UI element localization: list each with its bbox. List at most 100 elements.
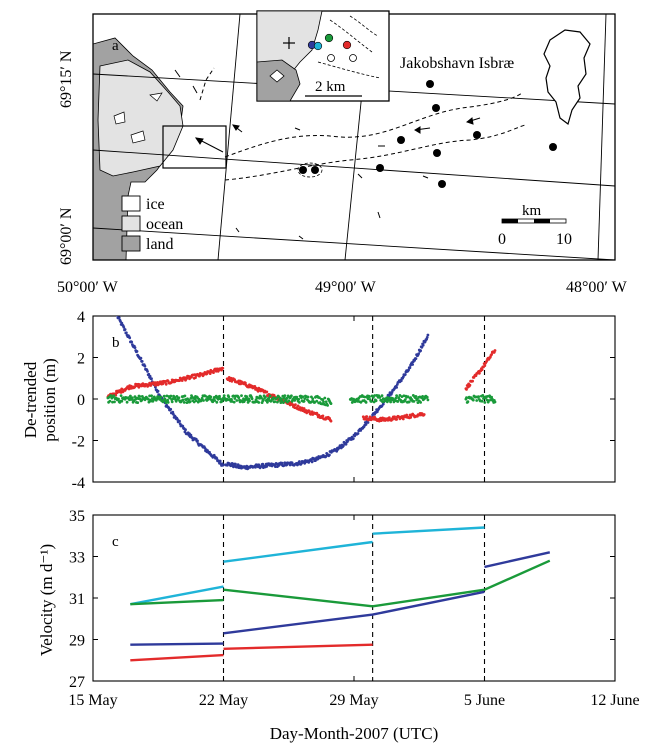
position-point — [409, 416, 413, 419]
position-point — [115, 316, 119, 317]
position-point — [356, 432, 360, 435]
panel-b: -4 -2 0 2 4 b De-trended position (m) — [21, 309, 616, 492]
position-point — [421, 395, 424, 398]
position-point — [267, 396, 271, 400]
position-point — [181, 398, 185, 402]
scale-bar: km 0 10 — [498, 203, 572, 248]
position-point — [374, 399, 378, 403]
position-point — [140, 398, 144, 402]
position-point — [234, 462, 237, 466]
position-point — [412, 400, 416, 403]
position-point — [237, 396, 241, 400]
position-point — [248, 399, 251, 403]
inset-station-green — [324, 33, 334, 43]
position-point — [254, 400, 257, 404]
position-point — [140, 360, 144, 363]
position-point — [287, 399, 291, 403]
position-point — [480, 368, 484, 371]
position-point — [184, 428, 187, 432]
inset-map: 2 km — [256, 10, 390, 102]
position-point — [293, 399, 297, 402]
position-point — [156, 389, 160, 393]
position-point — [226, 398, 229, 402]
position-point — [419, 401, 422, 404]
lon-label-2: 49°00′ W — [315, 279, 377, 296]
position-point — [395, 386, 398, 389]
position-point — [240, 394, 243, 397]
position-point — [120, 399, 124, 403]
panel-b-ylabel-line2: position (m) — [40, 358, 59, 442]
position-point — [370, 400, 373, 403]
position-point — [465, 396, 468, 399]
inset-station-cyan — [313, 41, 323, 51]
position-point — [395, 418, 398, 421]
position-point — [169, 407, 173, 411]
position-point — [297, 397, 301, 401]
position-point — [478, 371, 481, 375]
position-point — [273, 400, 277, 403]
lon-label-3: 48°00′ W — [566, 279, 628, 296]
position-point — [302, 399, 306, 403]
position-point — [399, 379, 403, 383]
position-point — [169, 394, 173, 398]
position-point — [218, 394, 221, 398]
position-point — [261, 462, 265, 466]
c-xtick-label: 29 May — [329, 692, 378, 709]
position-point — [471, 398, 475, 402]
position-point — [381, 402, 385, 406]
position-point — [265, 390, 269, 394]
position-point — [493, 400, 497, 404]
position-point — [133, 395, 137, 398]
position-point — [425, 395, 429, 399]
position-point — [125, 400, 129, 404]
position-point — [406, 395, 410, 398]
greenland-outline — [543, 29, 591, 126]
panel-label-a: a — [112, 38, 119, 54]
position-point — [180, 379, 184, 382]
position-point — [143, 364, 147, 368]
c-xtick-label: 5 June — [464, 692, 505, 709]
panel-c-ylabel: Velocity (m d⁻¹) — [37, 544, 56, 656]
position-point — [148, 394, 152, 398]
c-ytick-label: 29 — [69, 633, 85, 650]
position-point — [391, 417, 394, 421]
c-xtick-label: 12 June — [590, 692, 639, 709]
position-point — [233, 397, 237, 400]
position-point — [380, 394, 384, 398]
position-point — [493, 349, 497, 352]
c-ytick-label: 31 — [69, 591, 85, 608]
velocity-line — [130, 642, 224, 646]
position-point — [196, 439, 199, 443]
position-point — [164, 382, 168, 386]
position-point — [372, 400, 376, 404]
position-point — [426, 333, 430, 337]
position-point — [426, 398, 430, 402]
graticule — [93, 14, 615, 260]
map-panel: 2 km a Jakobshavn Isbræ 69°15′ N 69°00′ … — [57, 10, 628, 296]
position-point — [313, 401, 317, 404]
position-point — [298, 460, 301, 463]
velocity-line — [130, 598, 224, 606]
lon-label-1: 50°00′ W — [57, 279, 119, 296]
position-point — [359, 400, 363, 404]
position-point — [209, 395, 213, 399]
position-point — [125, 331, 128, 335]
position-point — [256, 389, 260, 393]
c-ytick-label: 27 — [69, 674, 85, 691]
position-point — [131, 396, 134, 400]
position-point — [407, 400, 411, 404]
position-point — [117, 316, 121, 320]
position-point — [405, 413, 409, 417]
position-point — [250, 397, 254, 401]
position-point — [213, 399, 217, 402]
position-point — [328, 453, 331, 457]
position-point — [282, 401, 285, 404]
position-point — [268, 394, 272, 398]
position-point — [282, 396, 286, 400]
position-point — [166, 398, 170, 402]
velocity-arrows — [174, 69, 481, 240]
position-point — [202, 399, 205, 402]
position-point — [298, 401, 301, 404]
inset-station-red — [342, 40, 352, 50]
position-point — [159, 395, 163, 399]
